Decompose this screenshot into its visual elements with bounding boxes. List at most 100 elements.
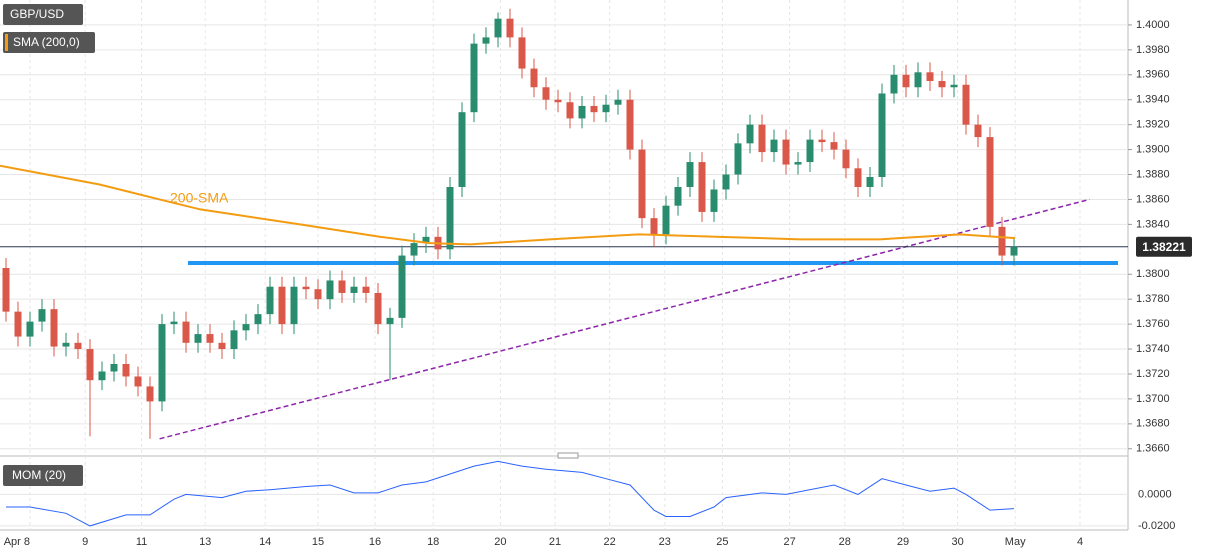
candle-body	[722, 174, 730, 190]
candle-body	[794, 162, 802, 165]
x-tick-label: 16	[369, 536, 381, 548]
candle-body	[494, 18, 502, 38]
candle-body	[2, 268, 10, 312]
candle-body	[734, 143, 742, 175]
y-tick-label: 1.3840	[1136, 218, 1170, 230]
candle-body	[218, 342, 226, 350]
candle-body	[686, 162, 694, 187]
x-tick-label: 23	[659, 536, 671, 548]
candle-body	[662, 205, 670, 235]
y-tick-label: 0.0000	[1138, 488, 1172, 500]
y-tick-label: 1.3780	[1136, 293, 1170, 305]
candle-body	[638, 149, 646, 219]
candle-body	[182, 321, 190, 343]
legend-box	[3, 32, 95, 53]
y-tick-label: 1.3680	[1136, 418, 1170, 430]
candle-body	[806, 139, 814, 163]
candle-body	[770, 139, 778, 153]
x-tick-label: 28	[839, 536, 851, 548]
plot-layer: 1.3660 1.3680 1.3700 1.3720 1.3740 1.3760 1.37…	[0, 0, 1192, 548]
y-tick-label: 1.3920	[1136, 119, 1170, 131]
x-tick-label: 21	[549, 536, 561, 548]
legend-box	[3, 4, 83, 25]
y-tick-label: 1.3860	[1136, 193, 1170, 205]
x-tick-label: 22	[603, 536, 615, 548]
candle-body	[374, 292, 382, 325]
candle-body	[314, 289, 322, 300]
candle-body	[506, 18, 514, 38]
candle-body	[482, 37, 490, 44]
candle-body	[818, 139, 826, 143]
x-tick-label: 27	[783, 536, 795, 548]
candle-body	[74, 342, 82, 350]
sma-annotation: 200-SMA	[170, 190, 229, 206]
candle-body	[602, 104, 610, 113]
candle-body	[386, 317, 394, 325]
candle-body	[950, 84, 958, 88]
candle-body	[230, 330, 238, 350]
y-tick-label: 1.4000	[1136, 19, 1170, 31]
x-tick-label: 20	[494, 536, 506, 548]
panel-handle[interactable]	[557, 452, 579, 459]
candle-body	[458, 112, 466, 187]
candle-body	[422, 236, 430, 244]
candle-body	[194, 334, 202, 343]
y-tick-label: 1.3740	[1136, 343, 1170, 355]
legend-title: GBP/USD	[10, 7, 64, 21]
price-label-box	[1136, 236, 1192, 257]
y-tick-label: 1.3880	[1136, 168, 1170, 180]
candle-body	[86, 349, 94, 381]
candle-body	[410, 243, 418, 256]
candle-body	[590, 105, 598, 113]
candle-body	[38, 309, 46, 322]
candle-body	[998, 226, 1006, 256]
candle-body	[614, 99, 622, 105]
candle-body	[278, 286, 286, 325]
candle-body	[698, 162, 706, 212]
candle-body	[1010, 246, 1018, 256]
candle-body	[302, 286, 310, 290]
candle-body	[986, 137, 994, 227]
candle-body	[566, 102, 574, 119]
candle-body	[626, 99, 634, 150]
candle-body	[914, 72, 922, 88]
candle-body	[26, 321, 34, 337]
candle-body	[782, 139, 790, 165]
candle-body	[146, 386, 154, 402]
trendline	[159, 198, 1090, 440]
candle-body	[926, 72, 934, 82]
candle-body	[122, 364, 130, 377]
x-tick-label: 15	[312, 536, 324, 548]
candle-body	[398, 255, 406, 318]
candle-body	[50, 309, 58, 347]
y-tick-label: 1.3700	[1136, 393, 1170, 405]
candle-body	[710, 189, 718, 212]
momentum-line	[6, 460, 1015, 527]
y-tick-label: 1.3720	[1136, 368, 1170, 380]
candle-body	[266, 286, 274, 315]
x-tick-label: 30	[951, 536, 963, 548]
candle-body	[758, 124, 766, 153]
candle-body	[326, 280, 334, 300]
candle-body	[542, 87, 550, 100]
candle-body	[962, 84, 970, 125]
x-tick-label: 4	[1077, 536, 1083, 548]
candle-body	[62, 342, 70, 347]
y-tick-label: 1.3900	[1136, 143, 1170, 155]
candle-body	[890, 74, 898, 94]
sma-line	[0, 164, 1016, 246]
price-label: 1.38221	[1142, 240, 1186, 254]
candle-body	[14, 311, 22, 337]
x-tick-label: May	[1005, 536, 1026, 548]
x-tick-label: 13	[199, 536, 211, 548]
x-tick-label: 11	[136, 536, 147, 548]
y-tick-label: 1.3660	[1136, 443, 1170, 455]
x-tick-label: 29	[897, 536, 909, 548]
y-tick-label: 1.3800	[1136, 268, 1170, 280]
candle-body	[254, 314, 262, 325]
x-tick-label: Apr 8	[4, 536, 30, 548]
candle-body	[866, 177, 874, 187]
legend-momentum: MOM (20)	[12, 468, 66, 482]
candle-body	[854, 168, 862, 187]
candle-body	[350, 286, 358, 293]
